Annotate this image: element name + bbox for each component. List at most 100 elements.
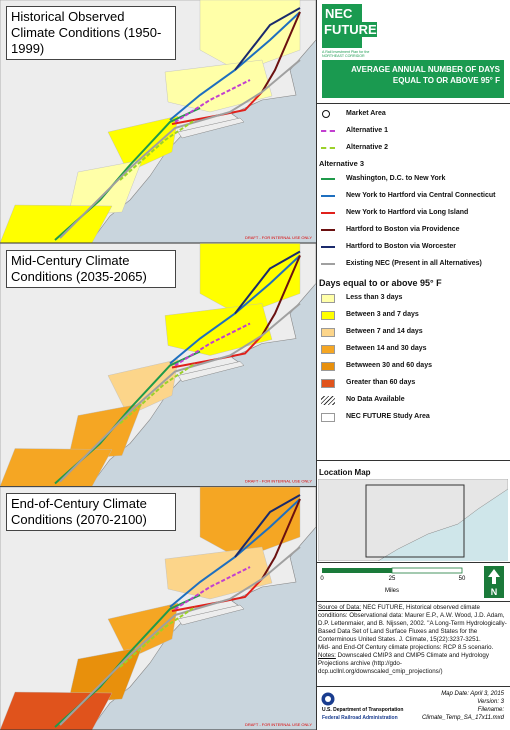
legend-swatch xyxy=(321,345,335,354)
source: Source of Data: NEC FUTURE, Historical o… xyxy=(318,604,508,676)
location-map-title: Location Map xyxy=(319,468,371,477)
source-text: NEC FUTURE, Historical observed climate … xyxy=(318,604,507,643)
legend-label: New York to Hartford via Central Connect… xyxy=(346,192,496,199)
route xyxy=(174,79,251,123)
legend-label: New York to Hartford via Long Island xyxy=(346,209,469,216)
panel-title: Mid-Century Climate Conditions (2035-206… xyxy=(6,249,176,288)
divider xyxy=(316,0,317,730)
rule xyxy=(316,686,510,687)
climate-zone xyxy=(0,448,113,487)
legend-label: NEC FUTURE Study Area xyxy=(346,413,430,420)
rule xyxy=(316,562,510,563)
panel-title: Historical Observed Climate Conditions (… xyxy=(6,6,176,60)
route xyxy=(261,255,301,337)
route xyxy=(59,59,301,239)
legend-label: Alternative 1 xyxy=(346,127,389,134)
tagline: A Rail Investment Plan for the NORTHEAST… xyxy=(322,50,370,58)
north-label: N xyxy=(491,587,498,597)
draft-label: DRAFT - FOR INTERNAL USE ONLY xyxy=(245,235,312,240)
legend-label: Betwween 30 and 60 days xyxy=(346,362,432,369)
maps: DRAFT - FOR INTERNAL USE ONLY DRAFT - FOR… xyxy=(0,0,316,730)
climate-zone xyxy=(199,0,301,73)
legend-swatch xyxy=(321,379,335,388)
filename: Climate_Temp_SA_17x11.mxd xyxy=(421,715,504,721)
route xyxy=(59,302,301,483)
route xyxy=(174,322,251,367)
map-title: AVERAGE ANNUAL NUMBER OF DAYS EQUAL TO O… xyxy=(322,60,504,98)
legend-line xyxy=(321,195,335,197)
route xyxy=(119,119,196,181)
legend-label: Between 7 and 14 days xyxy=(346,328,423,335)
notes: Downscaled CMIP3 and CMIP5 Climate and H… xyxy=(318,652,489,675)
legend-label: Washington, D.C. to New York xyxy=(346,175,446,182)
climate-zone xyxy=(107,602,179,660)
legend-label: Between 14 and 30 days xyxy=(346,345,427,352)
scale-bar: 0 25 50 Miles N xyxy=(320,566,504,598)
long-island xyxy=(177,117,245,139)
legend-line xyxy=(321,178,335,180)
route xyxy=(119,606,196,668)
source-text: Mid- and End-Of Century climate projecti… xyxy=(318,644,494,651)
map-panel: DRAFT - FOR INTERNAL USE ONLY xyxy=(0,486,316,730)
legend-swatch xyxy=(321,311,335,320)
legend-label: Less than 3 days xyxy=(346,294,403,301)
scale-light xyxy=(391,567,463,574)
legend-line xyxy=(321,130,335,132)
climate-zone xyxy=(107,359,179,416)
panel-title: End-of-Century Climate Conditions (2070-… xyxy=(6,493,176,531)
scale-dark xyxy=(322,568,392,573)
legend-swatch xyxy=(321,362,335,371)
scale-tick-label: 50 xyxy=(459,576,466,582)
legend-label: Alternative 2 xyxy=(346,144,389,151)
draft-label: DRAFT - FOR INTERNAL USE ONLY xyxy=(245,722,312,727)
legend-hatch xyxy=(321,396,335,405)
route xyxy=(59,546,301,726)
rule xyxy=(316,103,510,104)
legend-line xyxy=(321,229,335,231)
route xyxy=(234,7,301,71)
legend-swatch xyxy=(321,413,335,422)
north-arrow xyxy=(488,569,500,584)
dot-logo xyxy=(321,692,335,706)
legend-label: Alternative 3 xyxy=(319,159,365,168)
rule xyxy=(316,601,510,602)
map-info: Map Date: April 3, 2015 Version: 3 Filen… xyxy=(422,690,504,722)
market-area-symbol xyxy=(322,110,330,118)
version: Version: 3 xyxy=(477,699,504,705)
legend-line xyxy=(321,147,335,149)
fra: Federal Railroad Administration xyxy=(322,715,398,721)
legend-swatch xyxy=(321,328,335,337)
long-island xyxy=(177,604,245,626)
notes-label: Notes: xyxy=(318,652,336,659)
dot: U.S. Department of Transportation xyxy=(322,707,404,713)
legend-label: Hartford to Boston via Providence xyxy=(346,226,460,233)
scale-tick-label: 0 xyxy=(320,576,324,582)
date: Map Date: April 3, 2015 xyxy=(441,691,504,697)
climate-zone xyxy=(0,691,113,730)
draft-label: DRAFT - FOR INTERNAL USE ONLY xyxy=(245,479,312,484)
legend-swatch xyxy=(321,294,335,303)
legend-label: Existing NEC (Present in all Alternative… xyxy=(346,260,482,267)
legend-label: Hartford to Boston via Worcester xyxy=(346,243,456,250)
legend-label: No Data Available xyxy=(346,396,405,403)
route xyxy=(261,498,301,580)
logo-top: NEC xyxy=(325,6,353,21)
legend-line xyxy=(321,246,335,248)
legend-line xyxy=(321,212,335,214)
climate-zone xyxy=(107,115,179,173)
scale-tick-label: 25 xyxy=(389,576,396,582)
filename-label: Filename: xyxy=(477,707,504,713)
legend-label: Greater than 60 days xyxy=(346,379,416,386)
location-map xyxy=(318,479,508,561)
legend-line xyxy=(321,263,335,265)
climate-zone xyxy=(0,204,113,244)
scale-unit: Miles xyxy=(385,588,399,594)
route xyxy=(261,11,301,93)
logo-bottom: FUTURE xyxy=(324,22,377,37)
legend-heading: Days equal to or above 95° F xyxy=(319,278,442,288)
legend-label: Market Area xyxy=(346,110,386,117)
climate-zone xyxy=(199,486,301,560)
route xyxy=(234,494,301,558)
legend-label: Between 3 and 7 days xyxy=(346,311,419,318)
